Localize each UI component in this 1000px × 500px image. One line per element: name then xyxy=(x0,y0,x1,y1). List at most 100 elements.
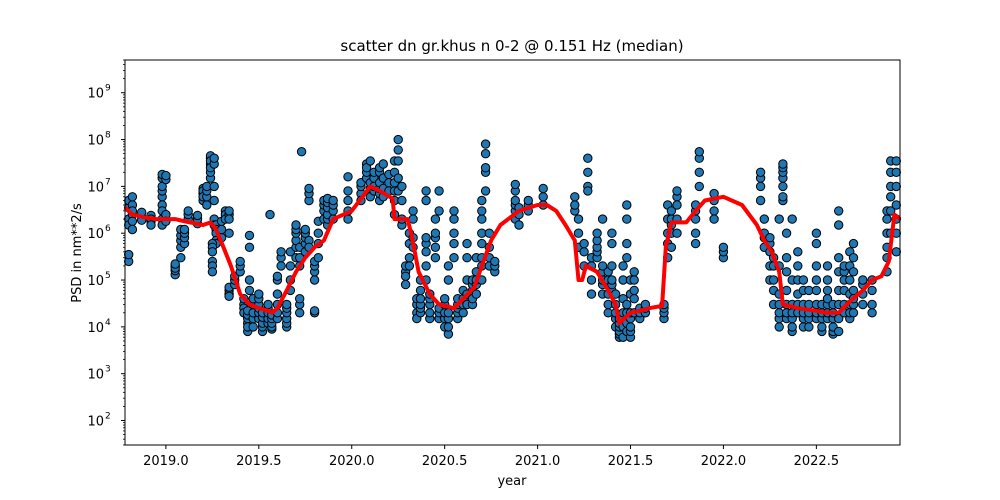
scatter-point xyxy=(404,261,415,271)
scatter-point xyxy=(607,261,617,271)
scatter-point xyxy=(421,261,431,271)
scatter-point xyxy=(124,249,134,260)
scatter-point xyxy=(672,228,682,238)
scatter-point xyxy=(400,279,411,290)
scatter-point xyxy=(834,220,844,230)
scatter-point xyxy=(296,147,307,157)
scatter-point xyxy=(183,206,193,216)
scatter-point xyxy=(822,285,833,296)
scatter-point xyxy=(822,275,833,285)
scatter-point xyxy=(282,299,292,310)
scatter-point xyxy=(514,220,524,230)
scatter-point xyxy=(778,192,788,202)
scatter-point xyxy=(421,247,431,257)
scatter-point xyxy=(276,247,286,257)
scatter-point xyxy=(192,210,203,221)
y-tick-exponent: 8 xyxy=(105,131,111,141)
scatter-point xyxy=(480,163,491,173)
scatter-point xyxy=(127,192,138,202)
scatter-point xyxy=(400,271,411,281)
scatter-point xyxy=(462,253,472,263)
scatter-point xyxy=(224,291,234,301)
scatter-point xyxy=(309,275,320,285)
scatter-point xyxy=(607,228,617,238)
scatter-point xyxy=(430,242,441,253)
scatter-point xyxy=(867,308,877,318)
median-line xyxy=(123,184,902,326)
scatter-point xyxy=(224,228,234,238)
plot-area xyxy=(125,60,900,445)
scatter-point xyxy=(848,267,859,277)
scatter-point xyxy=(272,271,283,281)
scatter-point xyxy=(397,195,407,206)
scatter-point xyxy=(207,267,218,277)
scatter-point xyxy=(817,322,827,332)
y-tick-label: 10 xyxy=(87,180,104,195)
scatter-point xyxy=(343,214,353,224)
scatter-point xyxy=(415,285,426,296)
x-tick-label: 2020.0 xyxy=(329,454,375,469)
scatter-point xyxy=(755,195,766,206)
scatter-point xyxy=(778,159,788,169)
scatter-point xyxy=(607,275,617,285)
scatter-point xyxy=(295,294,305,304)
y-axis-label: PSD in nm**2/s xyxy=(70,203,85,303)
scatter-point xyxy=(709,214,719,224)
y-tick-exponent: 5 xyxy=(105,271,111,281)
scatter-point xyxy=(272,289,283,299)
scatter-point xyxy=(886,206,896,216)
scatter-point xyxy=(848,285,859,296)
x-axis-label: year xyxy=(497,474,527,489)
x-tick-label: 2022.5 xyxy=(794,454,840,469)
scatter-point xyxy=(573,214,584,224)
scatter-point xyxy=(848,308,859,318)
scatter-point xyxy=(480,186,491,196)
scatter-point xyxy=(781,267,792,277)
scatter-point xyxy=(867,285,877,296)
scatter-point xyxy=(690,228,701,238)
scatter-point xyxy=(421,195,431,206)
scatter-point xyxy=(755,181,766,192)
scatter-point xyxy=(625,322,636,332)
y-tick-exponent: 3 xyxy=(105,365,111,375)
scatter-point xyxy=(804,322,814,332)
scatter-point xyxy=(248,322,258,332)
scatter-point xyxy=(718,242,729,253)
scatter-point xyxy=(811,275,822,285)
scatter-point xyxy=(291,220,301,230)
scatter-point xyxy=(207,247,218,257)
scatter-point xyxy=(886,192,896,202)
scatter-point xyxy=(176,253,186,263)
scatter-point xyxy=(434,186,444,196)
x-tick-label: 2019.0 xyxy=(143,454,189,469)
scatter-point xyxy=(858,275,868,285)
scatter-point xyxy=(811,238,822,249)
scatter-point xyxy=(793,261,803,271)
scatter-point xyxy=(694,167,704,178)
y-tick-exponent: 4 xyxy=(105,318,111,328)
y-tick-label: 10 xyxy=(87,134,104,149)
scatter-point xyxy=(781,253,792,263)
x-tick-label: 2019.5 xyxy=(236,454,282,469)
median-line-layer xyxy=(123,184,902,326)
scatter-point xyxy=(490,256,500,267)
y-tick-exponent: 2 xyxy=(105,412,111,422)
scatter-point xyxy=(343,172,353,182)
scatter-point xyxy=(209,181,219,192)
scatter-point xyxy=(778,181,788,192)
y-tick-exponent: 9 xyxy=(105,84,111,94)
scatter-point xyxy=(449,206,459,216)
scatter-point xyxy=(891,167,901,178)
x-tick-label: 2022.0 xyxy=(701,454,747,469)
scatter-point xyxy=(434,206,444,216)
scatter-point xyxy=(765,233,775,243)
scatter-point xyxy=(882,214,892,224)
scatter-point xyxy=(629,294,639,304)
scatter-point xyxy=(672,186,682,196)
scatter-point xyxy=(343,186,353,196)
plot-frame xyxy=(124,59,901,446)
scatter-point xyxy=(440,294,450,304)
scatter-point xyxy=(471,289,481,299)
scatter-point xyxy=(430,253,441,263)
